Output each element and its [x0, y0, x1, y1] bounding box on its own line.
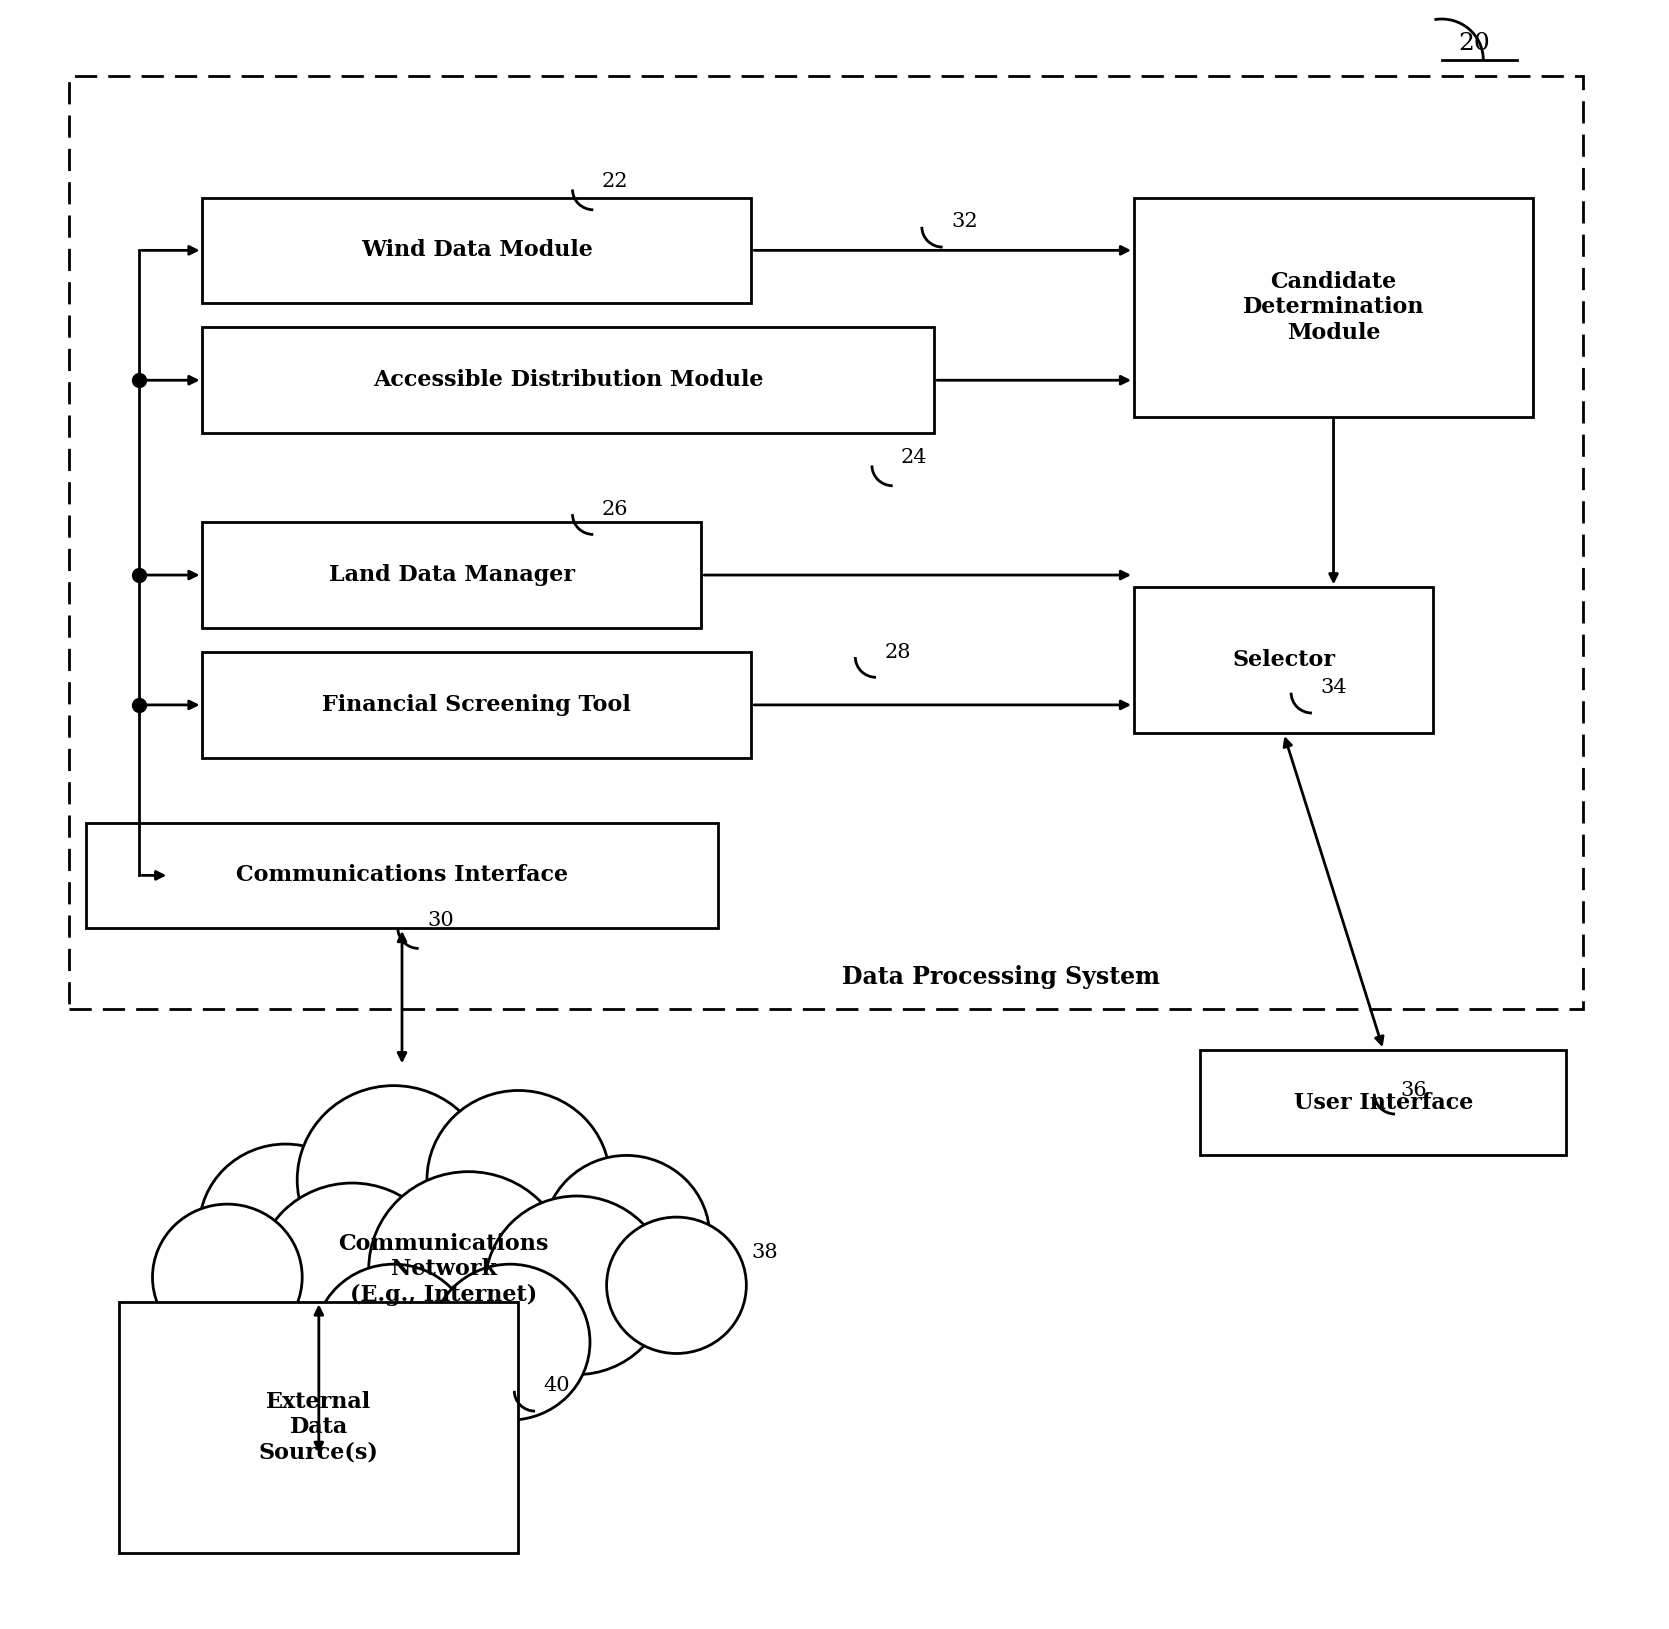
Circle shape	[369, 1171, 569, 1367]
Text: Candidate
Determination
Module: Candidate Determination Module	[1243, 270, 1424, 344]
Circle shape	[152, 1204, 302, 1350]
Text: 22: 22	[601, 171, 628, 191]
Text: Financial Screening Tool: Financial Screening Tool	[322, 694, 631, 715]
Text: Communications Interface: Communications Interface	[235, 865, 567, 886]
Bar	[118, 1302, 519, 1552]
Text: 26: 26	[601, 500, 628, 518]
Text: Data Processing System: Data Processing System	[841, 964, 1160, 989]
Bar	[1133, 197, 1534, 417]
Bar	[70, 77, 1584, 1010]
Bar	[202, 652, 751, 757]
Text: 20: 20	[1459, 33, 1490, 55]
Text: 30: 30	[427, 911, 454, 930]
Text: External
Data
Source(s): External Data Source(s)	[259, 1391, 379, 1464]
Circle shape	[199, 1144, 372, 1313]
Text: 36: 36	[1400, 1082, 1427, 1100]
Text: 32: 32	[951, 212, 978, 231]
Bar	[85, 823, 718, 929]
Text: User Interface: User Interface	[1293, 1091, 1474, 1114]
Circle shape	[431, 1264, 589, 1420]
Circle shape	[486, 1196, 668, 1375]
Text: Accessible Distribution Module: Accessible Distribution Module	[374, 370, 764, 391]
Text: 24: 24	[901, 448, 928, 468]
Circle shape	[255, 1183, 449, 1372]
Text: 28: 28	[885, 643, 911, 661]
Text: Land Data Manager: Land Data Manager	[329, 564, 574, 586]
Circle shape	[606, 1217, 746, 1354]
Bar	[1200, 1051, 1567, 1155]
Bar	[202, 327, 935, 433]
Circle shape	[297, 1085, 491, 1274]
Circle shape	[314, 1264, 474, 1420]
Text: 38: 38	[751, 1243, 778, 1262]
Text: 40: 40	[544, 1377, 571, 1396]
Bar	[202, 523, 701, 627]
Circle shape	[544, 1155, 709, 1318]
Text: Selector: Selector	[1232, 650, 1335, 671]
Circle shape	[427, 1090, 609, 1269]
Bar	[202, 197, 751, 303]
Text: Wind Data Module: Wind Data Module	[361, 239, 592, 261]
Text: 34: 34	[1320, 678, 1347, 697]
Bar	[1133, 586, 1434, 733]
Text: Communications
Network
(E.g., Internet): Communications Network (E.g., Internet)	[339, 1233, 549, 1305]
